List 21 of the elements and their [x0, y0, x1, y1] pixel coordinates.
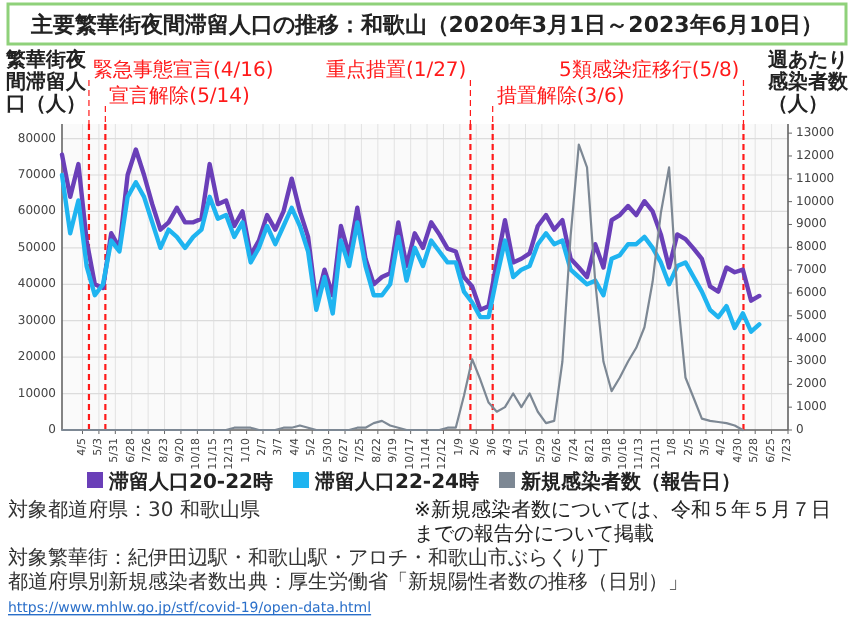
ref-line-label: 5類感染症移行(5/8) — [558, 58, 740, 82]
text: 都道府県別新規感染者数出典：厚生労働省「新規陽性者数の推移（日別）」 — [8, 570, 688, 594]
text: 対象都道府県：30 和歌山県 — [8, 498, 260, 522]
ref-line-label: 緊急事態宣言(4/16) — [92, 58, 274, 82]
ref-line-label: 重点措置(1/27) — [325, 58, 467, 82]
legend-label: 滞留人口22-24時 — [313, 470, 479, 494]
text: ※新規感染者数については、令和５年５月７日までの報告分について掲載 — [414, 498, 831, 546]
chart-title: 主要繁華街夜間滞留人口の推移：和歌山（2020年3月1日～2023年6月10日） — [28, 12, 824, 38]
ref-line-label: 宣言解除(5/14) — [109, 84, 251, 108]
ref-line: 重点措置(1/27) — [325, 60, 472, 430]
ref-line-label: 措置解除(3/6) — [496, 84, 625, 108]
legend-label: 滞留人口20-22時 — [107, 470, 273, 494]
line-series — [59, 147, 762, 312]
line-series — [59, 172, 762, 334]
legend-label: 新規感染者数（報告日） — [519, 470, 741, 494]
ref-line: 措置解除(3/6) — [491, 86, 625, 430]
y2-axis-title: 週あたり感染者数（人） — [766, 48, 850, 116]
ref-line: 宣言解除(5/14) — [104, 86, 250, 430]
line-series — [60, 143, 744, 432]
y-axis-title: 繁華街夜間滞留人口（人） — [4, 48, 88, 116]
text: 対象繁華街：紀伊田辺駅・和歌山駅・アロチ・和歌山市ぶらくり丁 — [8, 546, 608, 570]
